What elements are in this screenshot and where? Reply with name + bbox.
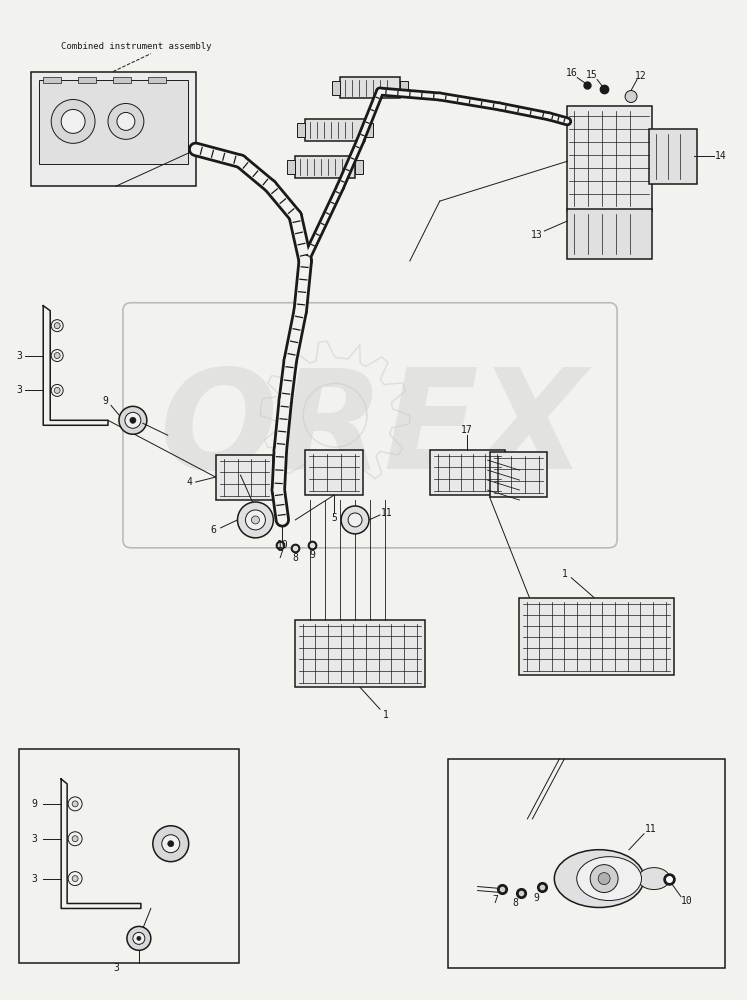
Text: OREX: OREX <box>160 363 586 498</box>
Text: 7: 7 <box>492 895 498 905</box>
Circle shape <box>68 872 82 886</box>
Text: Combined instrument assembly: Combined instrument assembly <box>61 42 211 51</box>
Circle shape <box>55 387 61 393</box>
Circle shape <box>55 323 61 329</box>
Bar <box>297 123 306 137</box>
Bar <box>295 620 425 687</box>
Text: 10: 10 <box>681 896 692 906</box>
Text: 5: 5 <box>331 513 337 523</box>
Circle shape <box>72 801 78 807</box>
Circle shape <box>119 406 147 434</box>
Text: 8: 8 <box>512 898 518 908</box>
Text: 14: 14 <box>715 151 727 161</box>
Text: 9: 9 <box>102 396 108 406</box>
Bar <box>113 77 131 83</box>
Circle shape <box>52 99 95 143</box>
Circle shape <box>52 384 63 396</box>
Bar <box>400 81 408 95</box>
Bar <box>78 77 96 83</box>
Ellipse shape <box>638 868 670 890</box>
Bar <box>340 77 400 98</box>
Text: 1: 1 <box>562 569 568 579</box>
Bar <box>19 749 238 963</box>
Circle shape <box>246 510 265 530</box>
Circle shape <box>108 103 144 139</box>
Circle shape <box>590 865 618 893</box>
Circle shape <box>127 926 151 950</box>
Circle shape <box>168 841 174 847</box>
Ellipse shape <box>577 857 642 901</box>
Text: 8: 8 <box>292 553 298 563</box>
Bar <box>306 450 363 495</box>
Circle shape <box>117 112 135 130</box>
Text: 9: 9 <box>31 799 37 809</box>
Circle shape <box>68 832 82 846</box>
Text: 3: 3 <box>31 834 37 844</box>
Text: 16: 16 <box>565 68 577 78</box>
Bar <box>365 123 373 137</box>
Text: 9: 9 <box>533 893 539 903</box>
Circle shape <box>68 797 82 811</box>
Circle shape <box>238 502 273 538</box>
Bar <box>430 450 504 495</box>
Bar <box>489 452 548 497</box>
Text: 3: 3 <box>16 385 22 395</box>
Circle shape <box>341 506 369 534</box>
Bar <box>148 77 166 83</box>
Circle shape <box>137 936 141 940</box>
Text: 9: 9 <box>309 550 315 560</box>
Circle shape <box>61 109 85 133</box>
Text: 13: 13 <box>530 230 542 240</box>
Ellipse shape <box>554 850 644 907</box>
Circle shape <box>72 876 78 882</box>
Bar <box>288 160 295 174</box>
Circle shape <box>55 353 61 359</box>
Text: 3: 3 <box>31 874 37 884</box>
Text: 17: 17 <box>461 425 473 435</box>
Bar <box>649 129 697 184</box>
Text: 11: 11 <box>645 824 657 834</box>
Text: 12: 12 <box>635 71 647 81</box>
Circle shape <box>162 835 180 853</box>
Bar <box>447 759 725 968</box>
Text: 10: 10 <box>276 540 288 550</box>
Bar <box>40 80 187 164</box>
Circle shape <box>130 417 136 423</box>
Circle shape <box>125 412 141 428</box>
Bar <box>567 209 652 259</box>
Bar <box>355 160 363 174</box>
Circle shape <box>348 513 362 527</box>
Text: 15: 15 <box>586 70 598 80</box>
Bar <box>216 455 273 500</box>
Circle shape <box>72 836 78 842</box>
Text: 4: 4 <box>187 477 193 487</box>
Text: 3: 3 <box>16 351 22 361</box>
Text: 1: 1 <box>383 710 389 720</box>
Bar <box>295 156 355 178</box>
Bar <box>31 72 196 186</box>
Text: 7: 7 <box>277 550 283 560</box>
Text: 6: 6 <box>211 525 217 535</box>
Bar <box>332 81 340 95</box>
Bar <box>567 106 652 211</box>
Circle shape <box>252 516 259 524</box>
Circle shape <box>625 91 637 102</box>
Bar <box>43 77 61 83</box>
Bar <box>306 119 365 141</box>
Circle shape <box>153 826 189 862</box>
Circle shape <box>133 932 145 944</box>
Circle shape <box>52 320 63 332</box>
Circle shape <box>598 873 610 885</box>
Circle shape <box>52 350 63 362</box>
Bar <box>519 598 674 675</box>
Text: 11: 11 <box>381 508 393 518</box>
Text: 3: 3 <box>113 963 119 973</box>
